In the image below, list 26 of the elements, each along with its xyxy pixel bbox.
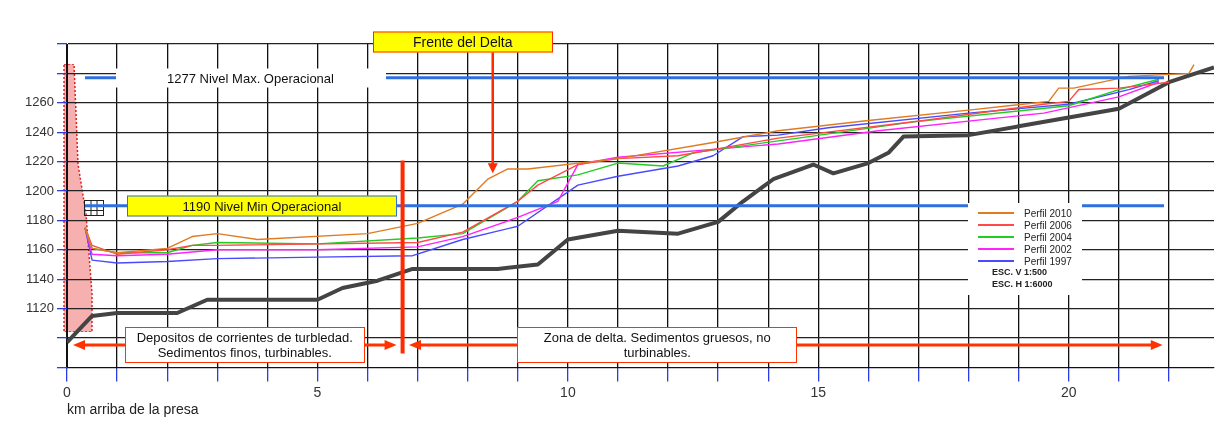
label-box: 1277 Nivel Max. Operacional (115, 68, 386, 88)
y-tick-label: 1200 (25, 182, 54, 198)
x-tick-label: 15 (810, 383, 827, 400)
y-tick-label: 1140 (26, 270, 54, 286)
y-tick-label: 1220 (25, 153, 54, 169)
x-tick-label: 0 (63, 383, 72, 400)
y-tick-label: 1180 (26, 211, 54, 227)
label-box: Zona de delta. Sedimentos gruesos, no turbinables. (517, 327, 798, 364)
y-tick-label: 1260 (25, 94, 54, 110)
annotation: ESC. H 1:6000 (992, 279, 1054, 291)
y-tick-label: 1120 (26, 300, 54, 316)
annotation: ESC. V 1:500 (992, 267, 1049, 279)
y-tick-label: 1160 (26, 241, 54, 257)
x-tick-label: 10 (560, 383, 576, 400)
x-tick-label: 5 (313, 383, 322, 400)
legend-label: Perfil 2004 (1024, 231, 1072, 243)
legend-label: Perfil 2006 (1024, 219, 1072, 231)
label-box: 1190 Nivel Min Operacional (127, 195, 397, 217)
x-tick-label: 20 (1060, 383, 1077, 400)
legend-label: Perfil 2010 (1024, 207, 1072, 219)
legend-label: Perfil 2002 (1024, 243, 1072, 255)
label-box: Depositos de corrientes de turbledad. Sedimentos finos, turbinables. (124, 327, 365, 364)
label-box: Frente del Delta (372, 31, 553, 53)
legend-label: Perfil 1997 (1024, 255, 1072, 267)
x-axis-title: km arriba de la presa (67, 401, 199, 418)
y-tick-label: 1240 (25, 123, 54, 139)
